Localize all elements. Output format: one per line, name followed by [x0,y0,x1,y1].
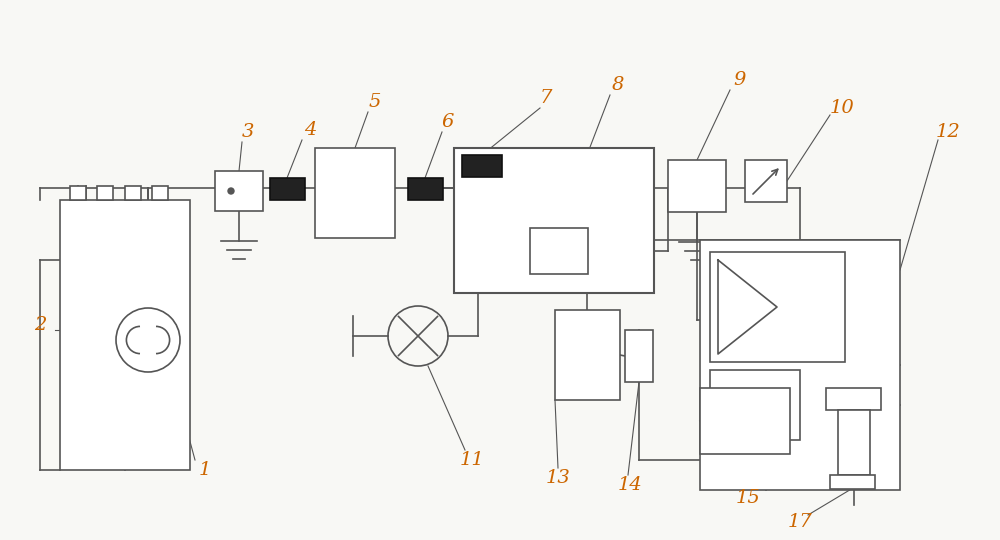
Text: 1: 1 [199,461,211,479]
Text: 10: 10 [830,99,854,117]
Text: 9: 9 [734,71,746,89]
Text: 11: 11 [460,451,484,469]
Bar [215,171,263,211]
Text: 4: 4 [304,121,316,139]
Text: 2: 2 [34,316,46,334]
Bar [700,388,790,454]
Bar [315,148,395,238]
Bar [70,186,86,200]
Text: 17: 17 [788,513,812,531]
Bar [555,310,620,400]
Bar [830,475,875,489]
Text: 6: 6 [442,113,454,131]
Bar [710,370,800,440]
Bar [625,330,653,382]
Bar [152,186,168,200]
Bar [826,388,881,410]
Text: 3: 3 [242,123,254,141]
Text: 8: 8 [612,76,624,94]
Bar [125,186,141,200]
Bar [710,252,845,362]
Bar [745,160,787,202]
Text: 13: 13 [546,469,570,487]
Bar [97,186,113,200]
Text: 7: 7 [540,89,552,107]
Bar [668,160,726,212]
Circle shape [228,188,234,194]
Bar [408,178,443,200]
Text: 5: 5 [369,93,381,111]
Text: 15: 15 [736,489,760,507]
Bar [838,410,870,475]
Bar [530,228,588,274]
Bar [270,178,305,200]
Bar [60,200,190,470]
Text: 12: 12 [936,123,960,141]
Bar [462,155,502,177]
Bar [700,240,900,490]
Text: 14: 14 [618,476,642,494]
Bar [454,148,654,293]
